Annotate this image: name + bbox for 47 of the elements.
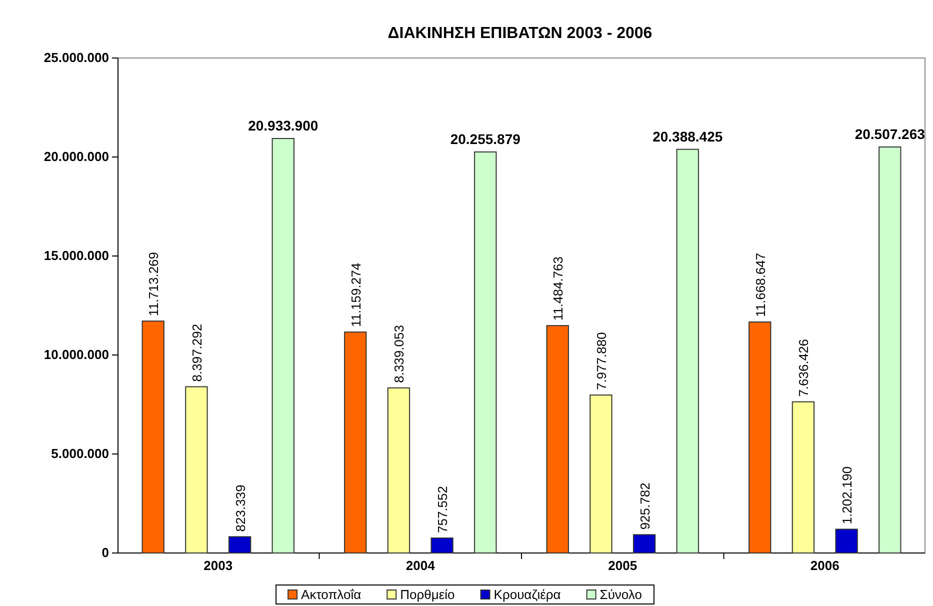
data-label: 20.507.263 bbox=[854, 126, 926, 142]
y-tick-label: 15.000.000 bbox=[44, 248, 109, 264]
bar bbox=[590, 394, 612, 554]
x-tick-label: 2004 bbox=[406, 558, 436, 573]
y-tick-label: 25.000.000 bbox=[44, 50, 109, 66]
legend-label: Πορθμείο bbox=[400, 587, 455, 602]
bar bbox=[387, 387, 410, 554]
bar bbox=[878, 146, 902, 554]
data-label: 7.977.880 bbox=[594, 332, 609, 390]
bar bbox=[185, 386, 208, 554]
data-label: 8.339.053 bbox=[392, 325, 407, 383]
data-label: 11.484.763 bbox=[550, 256, 566, 321]
data-label: 925.782 bbox=[637, 482, 652, 530]
x-tick-label: 2005 bbox=[608, 558, 638, 573]
bar bbox=[344, 332, 367, 554]
data-label: 8.397.292 bbox=[189, 324, 204, 382]
bar bbox=[228, 536, 252, 554]
bar bbox=[632, 534, 656, 554]
legend-label: Κρουαζιέρα bbox=[494, 587, 562, 602]
data-label: 11.713.269 bbox=[146, 252, 162, 316]
y-tick-label: 0 bbox=[102, 545, 109, 560]
data-label: 1.202.190 bbox=[840, 466, 855, 524]
bar bbox=[546, 325, 569, 554]
bar bbox=[272, 138, 294, 554]
bar bbox=[142, 320, 164, 554]
data-label: 7.636.426 bbox=[796, 338, 812, 397]
chart-title: ΔΙΑΚΙΝΗΣΗ ΕΠΙΒΑΤΩΝ 2003 - 2006 bbox=[388, 25, 652, 42]
legend-label: Ακτοπλοΐα bbox=[301, 587, 362, 602]
data-label: 20.933.900 bbox=[248, 118, 318, 134]
bar bbox=[748, 321, 772, 554]
bar bbox=[792, 401, 815, 554]
x-tick-label: 2003 bbox=[204, 558, 233, 573]
data-label: 823.339 bbox=[232, 484, 248, 532]
bar bbox=[676, 148, 699, 554]
y-tick-label: 10.000.000 bbox=[44, 347, 109, 362]
bar bbox=[474, 151, 497, 554]
bar bbox=[835, 528, 858, 554]
data-label: 20.255.879 bbox=[450, 130, 521, 147]
y-tick-label: 5.000.000 bbox=[51, 446, 109, 462]
y-tick-label: 20.000.000 bbox=[44, 149, 109, 164]
bar bbox=[430, 538, 454, 554]
x-tick-label: 2006 bbox=[810, 558, 840, 573]
data-label: 757.552 bbox=[435, 486, 450, 533]
data-label: 11.159.274 bbox=[348, 262, 364, 328]
data-label: 11.668.647 bbox=[752, 252, 768, 317]
legend-label: Σύνολο bbox=[600, 587, 642, 602]
data-label: 20.388.425 bbox=[652, 128, 723, 144]
